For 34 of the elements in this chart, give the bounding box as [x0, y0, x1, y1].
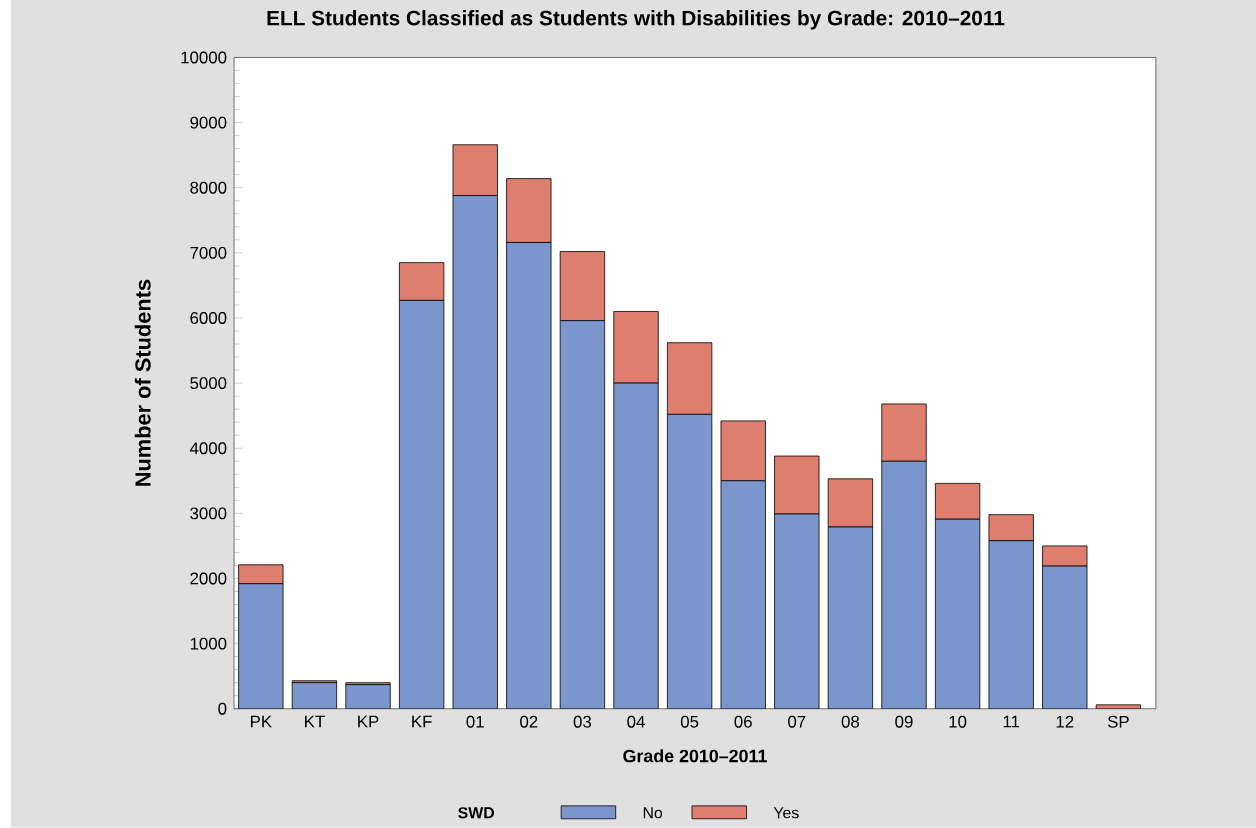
x-tick-label: 09	[895, 715, 913, 728]
x-tick-label: 04	[627, 715, 645, 728]
x-tick-label: 08	[841, 715, 860, 728]
y-tick-label: 4000	[189, 442, 227, 455]
y-tick-label: 6000	[190, 312, 227, 325]
y-tick-label: 7000	[190, 247, 227, 259]
y-tick-label: 2000	[190, 572, 227, 585]
y-axis-title: Number of Students	[134, 279, 151, 486]
x-tick-label: 01	[466, 715, 484, 728]
x-axis-title: Grade 2010–2011	[623, 749, 767, 763]
y-tick-label: 9000	[190, 116, 227, 129]
y-tick-label: 10000	[181, 51, 227, 64]
y-tick-label: 3000	[190, 507, 227, 520]
x-tick-label: 12	[1056, 715, 1074, 728]
x-tick-label: SP	[1107, 715, 1129, 728]
x-tick-label: 03	[573, 715, 592, 728]
x-tick-label: 02	[520, 715, 538, 728]
chart-title: ELL Students Classified as Students with Disabilities by Grade: 2010–2011	[267, 10, 1005, 30]
x-tick-label: PK	[250, 715, 272, 728]
legend-label: No	[643, 807, 663, 819]
x-tick-label: KP	[358, 715, 379, 728]
x-tick-label: 10	[949, 715, 967, 728]
y-tick-label: 8000	[190, 181, 227, 194]
x-tick-label: KT	[305, 715, 325, 728]
y-tick-label: 1000	[190, 637, 227, 650]
x-tick-label: 07	[788, 715, 806, 728]
y-tick-label: 0	[218, 702, 227, 715]
x-tick-label: 06	[734, 715, 752, 728]
legend-label: Yes	[773, 807, 799, 819]
x-tick-label: 11	[1003, 715, 1020, 728]
legend-title: SWD	[458, 807, 495, 819]
y-tick-label: 5000	[190, 377, 227, 390]
x-tick-label: 05	[680, 715, 699, 728]
x-tick-label: KF	[412, 715, 432, 728]
